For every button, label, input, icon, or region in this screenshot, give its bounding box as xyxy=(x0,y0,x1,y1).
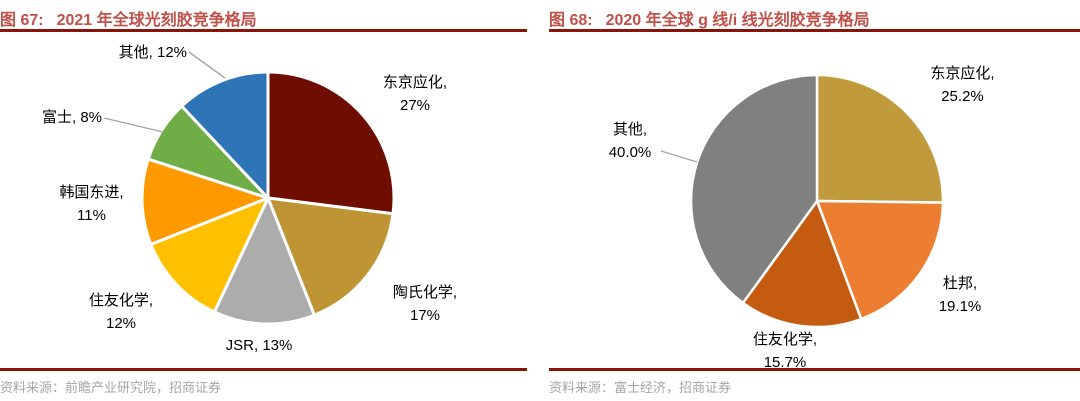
pie-slice-jsr xyxy=(212,196,316,326)
pie-chart-2020-gi-line: 东京应化, 25.2% 杜邦, 19.1% 住友化学, 15.7% 其他, 40… xyxy=(549,32,1080,371)
slice-label-tokyo-ohka: 东京应化, 25.2% xyxy=(930,65,995,105)
slice-label-tokyo-ohka: 东京应化, 27% xyxy=(382,74,448,114)
slice-label-fuji: 富士, 8% xyxy=(41,109,102,126)
figure-67-title-text: 2021 年全球光刻胶竞争格局 xyxy=(56,12,257,29)
slice-label-dupont: 杜邦, 19.1% xyxy=(938,275,982,315)
pie-slice-sumitomo xyxy=(149,196,270,314)
slice-label-jsr: JSR, 13% xyxy=(225,337,293,354)
figure-67-label: 图 67: xyxy=(0,12,44,29)
pie-2021 xyxy=(140,70,396,326)
pie-slice-dow xyxy=(266,196,395,317)
figure-68: 图 68: 2020 年全球 g 线/i 线光刻胶竞争格局 东京应化, 25.2%… xyxy=(549,0,1080,401)
slice-label-others: 其他, 12% xyxy=(118,44,187,61)
pie-chart-2021-global: 东京应化, 27% 陶氏化学, 17% JSR, 13% 住友化学, 12% 韩… xyxy=(0,32,527,368)
slice-label-sumitomo: 住友化学, 15.7% xyxy=(752,331,818,371)
figure-68-label: 图 68: xyxy=(549,12,593,29)
figure-68-title: 图 68: 2020 年全球 g 线/i 线光刻胶竞争格局 xyxy=(549,0,1080,32)
slice-label-dongjin: 韩国东进, 11% xyxy=(59,184,124,224)
figure-68-source: 资料来源：富士经济，招商证券 xyxy=(549,368,1080,396)
pie-slice-others xyxy=(180,70,270,200)
figure-68-title-text: 2020 年全球 g 线/i 线光刻胶竞争格局 xyxy=(605,12,870,29)
pie-slice-sumitomo xyxy=(741,199,863,329)
slice-label-dow: 陶氏化学, 17% xyxy=(392,284,458,324)
figure-67-title: 图 67: 2021 年全球光刻胶竞争格局 xyxy=(0,0,527,32)
pie-2020 xyxy=(689,73,945,329)
slice-label-sumitomo: 住友化学, 12% xyxy=(88,292,154,332)
pie-slice-tokyo-ohka xyxy=(266,70,396,216)
pie-slice-dongjin xyxy=(140,157,270,246)
pie-slice-dupont xyxy=(815,199,945,321)
figure-67: 图 67: 2021 年全球光刻胶竞争格局 东京应化, 27% 陶氏化学, 17%… xyxy=(0,0,527,401)
pie-slice-tokyo-ohka xyxy=(815,73,945,204)
slice-label-others: 其他, 40.0% xyxy=(608,121,652,161)
figure-67-source: 资料来源：前瞻产业研究院，招商证券 xyxy=(0,368,527,396)
